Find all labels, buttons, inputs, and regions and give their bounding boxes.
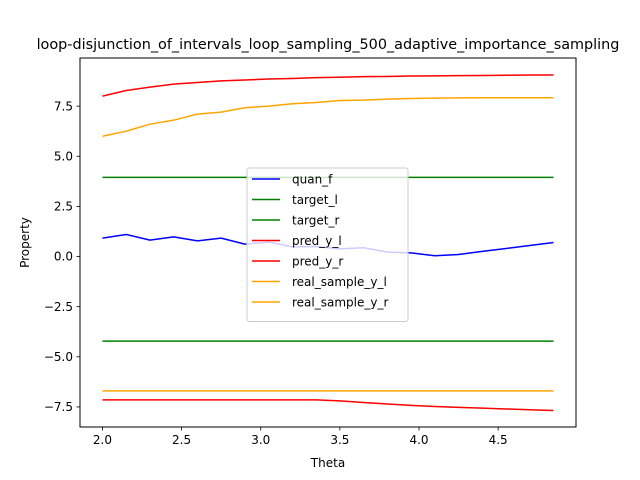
- x-axis-label: Theta: [310, 456, 345, 470]
- y-tick-label: −2.5: [44, 300, 73, 314]
- series-line-pred-y-l: [102, 74, 554, 97]
- x-tick-label: 3.0: [251, 433, 270, 447]
- legend-label-real-sample-y-l: real_sample_y_l: [292, 275, 387, 289]
- plot-frame: [79, 57, 577, 428]
- legend-label-pred-y-l: pred_y_l: [292, 234, 342, 248]
- legend: quan_f target_l target_r pred_y_l pred_y_rre…: [246, 167, 409, 322]
- x-tick-label: 2.5: [172, 433, 191, 447]
- y-tick-label: 2.5: [54, 200, 73, 214]
- series-layer: [102, 74, 554, 412]
- x-axis: 2.0 2.5 3.0 3.5 4.0 4.5: [93, 427, 508, 447]
- y-tick-label: −7.5: [44, 400, 73, 414]
- y-axis-label: Property: [18, 217, 32, 268]
- legend-label-real-sample-y-r: real_sample_y_r: [292, 295, 388, 309]
- y-tick-label: 7.5: [54, 99, 73, 113]
- x-tick-label: 2.0: [93, 433, 112, 447]
- series-line-real-sample-y-l: [102, 96, 554, 137]
- y-tick-label: 5.0: [54, 149, 73, 163]
- x-tick-label: 3.5: [330, 433, 349, 447]
- y-axis: −7.5 −5.0 −2.5 0.0 2.5 5.0 7.5: [44, 99, 80, 414]
- y-tick-label: 0.0: [54, 250, 73, 264]
- y-tick-label: −5.0: [44, 350, 73, 364]
- chart-title: loop-disjunction_of_intervals_loop_sampl…: [37, 37, 620, 53]
- x-tick-label: 4.5: [489, 433, 508, 447]
- legend-label-target-l: target_l: [292, 193, 338, 207]
- legend-box: [246, 167, 409, 322]
- legend-label-target-r: target_r: [292, 213, 339, 227]
- legend-label-pred-y-r: pred_y_r: [292, 254, 343, 268]
- x-tick-label: 4.0: [409, 433, 428, 447]
- series-line-pred-y-r: [102, 399, 554, 412]
- legend-label-quan-f: quan_f: [292, 172, 333, 186]
